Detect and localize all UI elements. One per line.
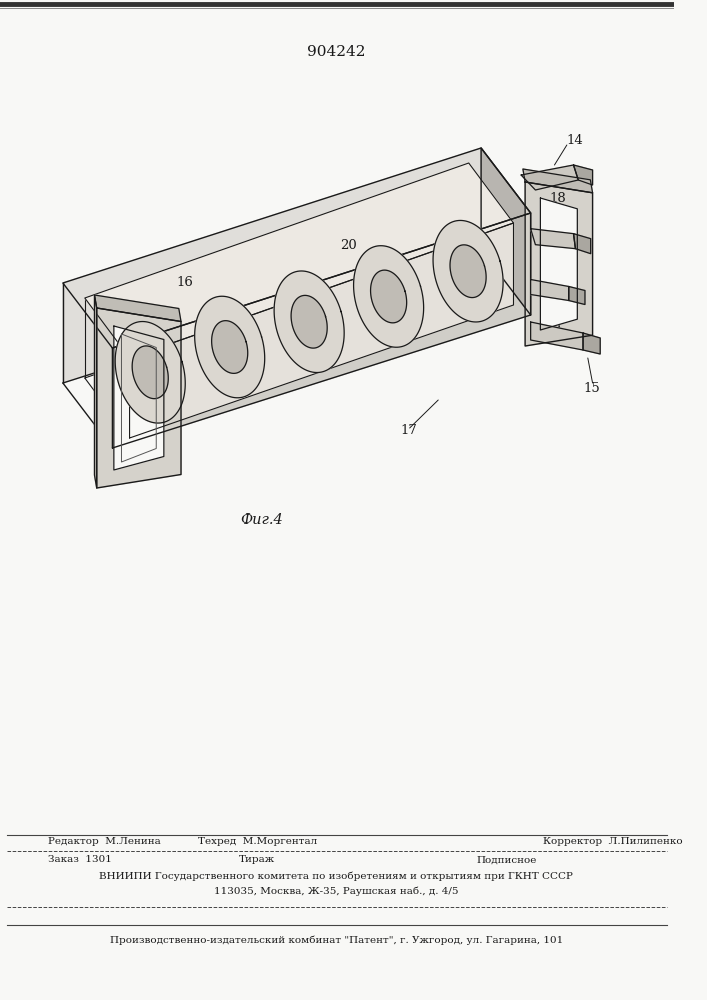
Text: Производственно-издательский комбинат "Патент", г. Ужгород, ул. Гагарина, 101: Производственно-издательский комбинат "П…: [110, 935, 563, 945]
Polygon shape: [433, 220, 503, 322]
Polygon shape: [531, 229, 575, 249]
Polygon shape: [114, 326, 164, 470]
Text: Техред  М.Моргентал: Техред М.Моргентал: [197, 838, 317, 846]
Polygon shape: [573, 234, 590, 254]
Polygon shape: [95, 295, 97, 488]
Text: 20: 20: [340, 239, 357, 252]
Text: 14: 14: [567, 133, 583, 146]
Polygon shape: [95, 295, 181, 322]
Polygon shape: [531, 322, 583, 350]
Polygon shape: [573, 165, 592, 185]
Text: Заказ  1301: Заказ 1301: [47, 856, 112, 864]
Text: 113035, Москва, Ж-35, Раушская наб., д. 4/5: 113035, Москва, Ж-35, Раушская наб., д. …: [214, 886, 459, 896]
Polygon shape: [194, 296, 264, 398]
Polygon shape: [85, 163, 513, 358]
Polygon shape: [481, 148, 531, 315]
Polygon shape: [531, 279, 568, 300]
Polygon shape: [291, 295, 327, 348]
Polygon shape: [97, 308, 181, 488]
Polygon shape: [354, 246, 423, 347]
Polygon shape: [370, 270, 407, 323]
Text: 17: 17: [400, 424, 417, 436]
Text: 18: 18: [550, 192, 566, 205]
Polygon shape: [115, 322, 185, 423]
Polygon shape: [211, 321, 247, 373]
Text: 19: 19: [545, 323, 562, 336]
Polygon shape: [583, 333, 600, 354]
Text: Тираж: Тираж: [239, 856, 275, 864]
Polygon shape: [525, 182, 592, 346]
Polygon shape: [63, 148, 481, 383]
Text: 16: 16: [176, 275, 193, 288]
Polygon shape: [568, 286, 585, 304]
Polygon shape: [274, 271, 344, 373]
Polygon shape: [112, 213, 531, 448]
Polygon shape: [129, 223, 513, 438]
Text: Подписное: Подписное: [477, 856, 537, 864]
Text: Редактор  М.Ленина: Редактор М.Ленина: [47, 838, 160, 846]
Text: Корректор  Л.Пилипенко: Корректор Л.Пилипенко: [543, 838, 683, 846]
Text: Фиг.4: Фиг.4: [240, 513, 284, 527]
Text: ВНИИПИ Государственного комитета по изобретениям и открытиям при ГКНТ СССР: ВНИИПИ Государственного комитета по изоб…: [100, 871, 573, 881]
Polygon shape: [132, 346, 168, 399]
Polygon shape: [523, 169, 592, 193]
Text: 904242: 904242: [307, 45, 366, 59]
Text: 15: 15: [583, 381, 600, 394]
Polygon shape: [540, 198, 578, 330]
Polygon shape: [450, 245, 486, 298]
Polygon shape: [521, 165, 578, 190]
